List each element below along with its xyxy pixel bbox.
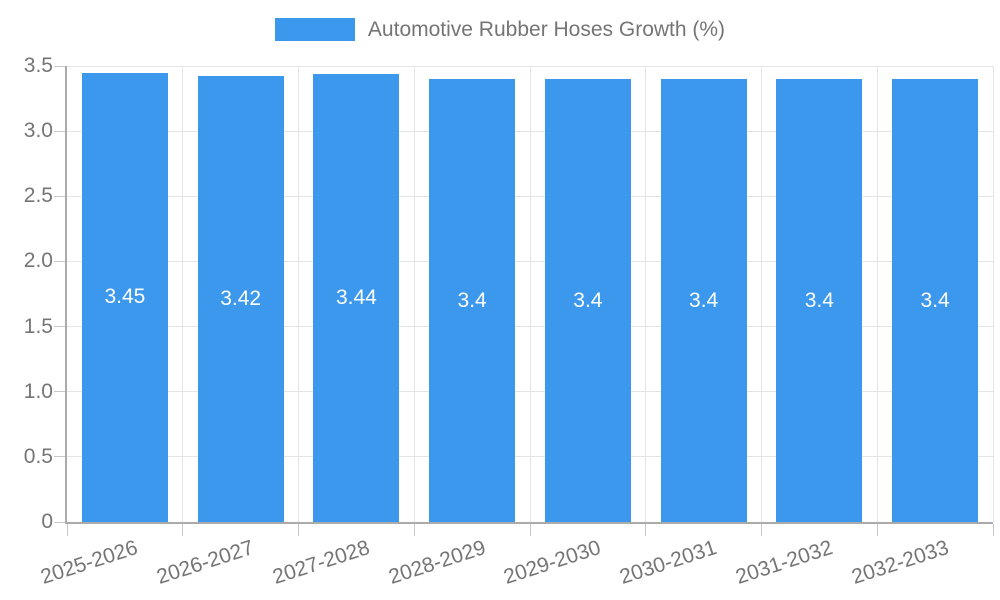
x-axis-tick — [529, 524, 531, 536]
y-axis-tick — [54, 456, 65, 458]
y-axis-line — [65, 66, 67, 522]
x-axis-tick — [761, 524, 762, 536]
x-axis-tick — [992, 524, 994, 536]
bar-value-label: 3.4 — [457, 288, 487, 312]
gridline-vertical — [182, 66, 184, 522]
y-axis-tick — [54, 391, 65, 393]
gridline-vertical — [761, 66, 762, 522]
legend-swatch — [274, 18, 355, 42]
x-axis-tick — [413, 524, 415, 536]
y-axis-tick-label: 2.5 — [23, 184, 53, 208]
gridline-vertical — [876, 66, 878, 522]
x-axis-tick — [645, 524, 647, 536]
x-axis-tick-label: 2028-2029 — [385, 536, 489, 589]
bar-2030-2031[interactable]: 3.4 — [660, 79, 747, 522]
bar-value-label: 3.4 — [804, 288, 834, 312]
x-axis-tick-label: 2026-2027 — [154, 536, 257, 589]
y-axis-tick-label: 0.5 — [23, 444, 53, 468]
legend-label: Automotive Rubber Hoses Growth (%) — [367, 18, 726, 41]
y-axis-tick — [54, 326, 65, 328]
y-axis-tick-label: 2.0 — [23, 249, 53, 273]
gridline-vertical — [529, 66, 531, 522]
x-axis-tick — [876, 524, 878, 536]
bar-2026-2027[interactable]: 3.42 — [197, 76, 284, 522]
bar-2027-2028[interactable]: 3.44 — [313, 73, 400, 522]
bar-2025-2026[interactable]: 3.45 — [81, 72, 168, 522]
y-axis-tick — [54, 260, 65, 262]
bar-2032-2033[interactable]: 3.4 — [892, 79, 979, 522]
gridline-vertical — [645, 66, 647, 522]
bar-2031-2032[interactable]: 3.4 — [776, 79, 863, 522]
x-axis-line — [65, 522, 993, 524]
x-axis-tick-label: 2027-2028 — [269, 536, 373, 589]
x-axis-tick-label: 2032-2033 — [848, 536, 952, 589]
bar-value-label: 3.42 — [220, 287, 262, 311]
gridline-vertical — [298, 66, 299, 522]
bar-value-label: 3.4 — [689, 288, 719, 312]
bar-value-label: 3.4 — [920, 288, 950, 312]
y-axis-tick-label: 3.5 — [23, 54, 53, 77]
x-axis-tick — [182, 524, 184, 536]
bar-2029-2030[interactable]: 3.4 — [544, 79, 631, 522]
y-axis-tick — [54, 521, 65, 523]
bar-value-label: 3.4 — [573, 288, 603, 312]
y-axis-tick — [54, 130, 65, 132]
y-axis-tick-label: 3.0 — [23, 119, 53, 143]
x-axis-tick-label: 2029-2030 — [501, 536, 604, 589]
x-axis-tick — [66, 524, 68, 536]
x-axis-tick-label: 2030-2031 — [617, 536, 720, 589]
bar-2028-2029[interactable]: 3.4 — [429, 79, 516, 522]
gridline-vertical — [992, 66, 994, 522]
y-axis-tick-label: 1.5 — [23, 314, 53, 338]
y-axis-tick — [54, 65, 65, 67]
plot-area: 3.45 3.42 3.44 3.4 3.4 3.4 3.4 3.4 — [54, 65, 994, 536]
y-axis-tick-label: 1.0 — [23, 379, 53, 403]
y-axis-tick — [54, 195, 65, 197]
gridline-vertical — [413, 66, 415, 522]
bar-value-label: 3.44 — [335, 285, 377, 309]
bar-value-label: 3.45 — [104, 285, 146, 309]
x-axis-tick-label: 2025-2026 — [38, 536, 141, 589]
x-axis-tick — [298, 524, 299, 536]
x-axis-tick-label: 2031-2032 — [732, 536, 836, 589]
y-axis-tick-label: 0 — [41, 510, 53, 533]
legend[interactable]: Automotive Rubber Hoses Growth (%) — [0, 17, 1000, 42]
